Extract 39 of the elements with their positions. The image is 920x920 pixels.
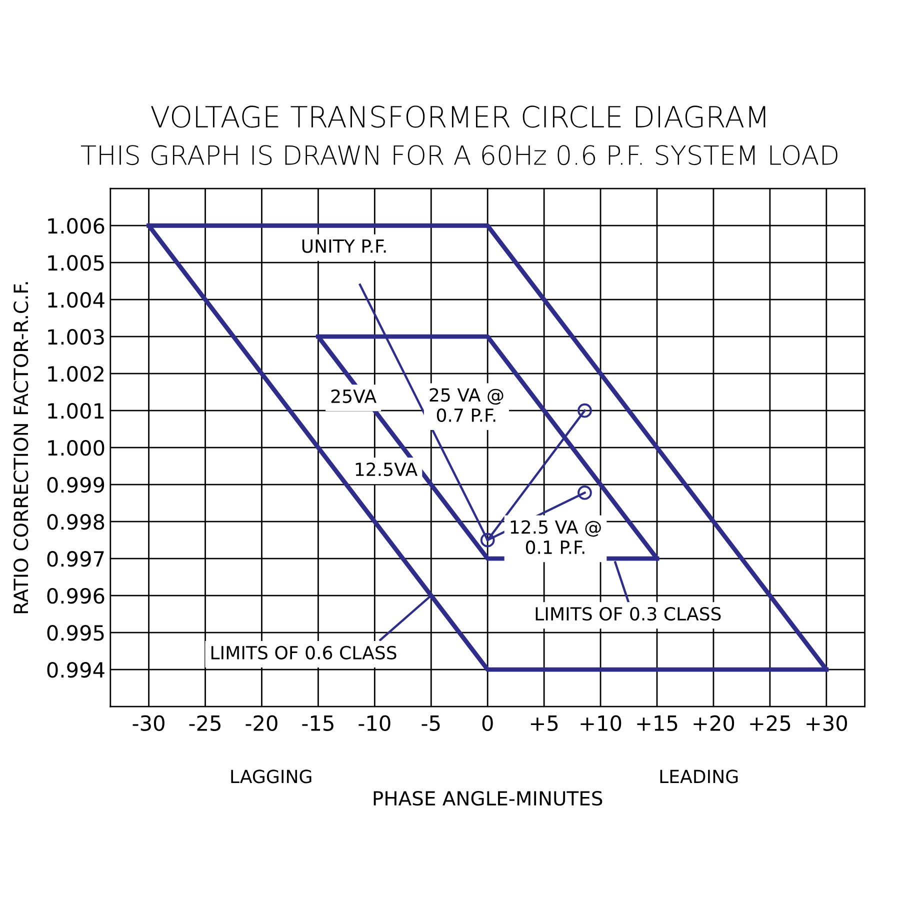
y-tick-label: 0.995: [47, 625, 104, 641]
x-tick-label: +20: [694, 715, 734, 732]
y-tick-label: 1.005: [48, 255, 104, 271]
annotation: 25VA: [331, 389, 376, 404]
x-tick-label: -25: [189, 715, 220, 732]
y-tick-label: 0.997: [47, 551, 104, 567]
x-tick-label: 0: [482, 715, 493, 732]
x-axis-title: PHASE ANGLE-MINUTES: [374, 790, 602, 806]
annotation: 25 VA @ 0.7 P.F.: [430, 388, 504, 422]
x-tick-label: +5: [530, 716, 558, 732]
annotation: 12.5VA: [356, 462, 418, 476]
annotation: LIMITS OF 0.3 CLASS: [536, 606, 721, 621]
y-tick-label: 1.002: [48, 366, 104, 382]
annotation: 12.5 VA @ 0.1 P.F.: [510, 520, 601, 554]
y-tick-label: 0.998: [47, 514, 104, 530]
text: LEADING: [660, 770, 738, 784]
x-tick-label: +10: [580, 715, 622, 732]
x-tick-label: -20: [246, 715, 278, 732]
y-tick-label: 1.004: [48, 292, 104, 308]
y-tick-label: 1.000: [48, 440, 104, 456]
y-tick-label: 1.001: [48, 403, 104, 419]
x-tick-label: +15: [637, 716, 678, 732]
y-axis-title: RATIO CORRECTION FACTOR-R.C.F.: [14, 282, 28, 614]
chart-subtitle: THIS GRAPH IS DRAWN FOR A 60Hz 0.6 P.F. SYSTEM LOAD: [81, 145, 838, 166]
annotation: LIMITS OF 0.6 CLASS: [211, 646, 396, 660]
y-tick-label: 0.994: [47, 662, 104, 678]
x-tick-label: -30: [132, 715, 164, 732]
y-tick-label: 1.003: [48, 329, 104, 345]
y-tick-label: 0.999: [47, 477, 104, 493]
x-tick-label: +25: [750, 715, 790, 732]
x-tick-label: +30: [806, 715, 847, 732]
text: LAGGING: [231, 770, 312, 784]
x-tick-label: -5: [422, 716, 440, 732]
chart-title: VOLTAGE TRANSFORMER CIRCLE DIAGRAM: [151, 106, 766, 128]
x-tick-label: -10: [358, 715, 390, 732]
y-tick-label: 0.996: [47, 588, 104, 604]
x-tick-label: -15: [302, 716, 334, 732]
annotation: UNITY P.F.: [302, 239, 386, 253]
y-tick-label: 1.006: [48, 218, 104, 234]
